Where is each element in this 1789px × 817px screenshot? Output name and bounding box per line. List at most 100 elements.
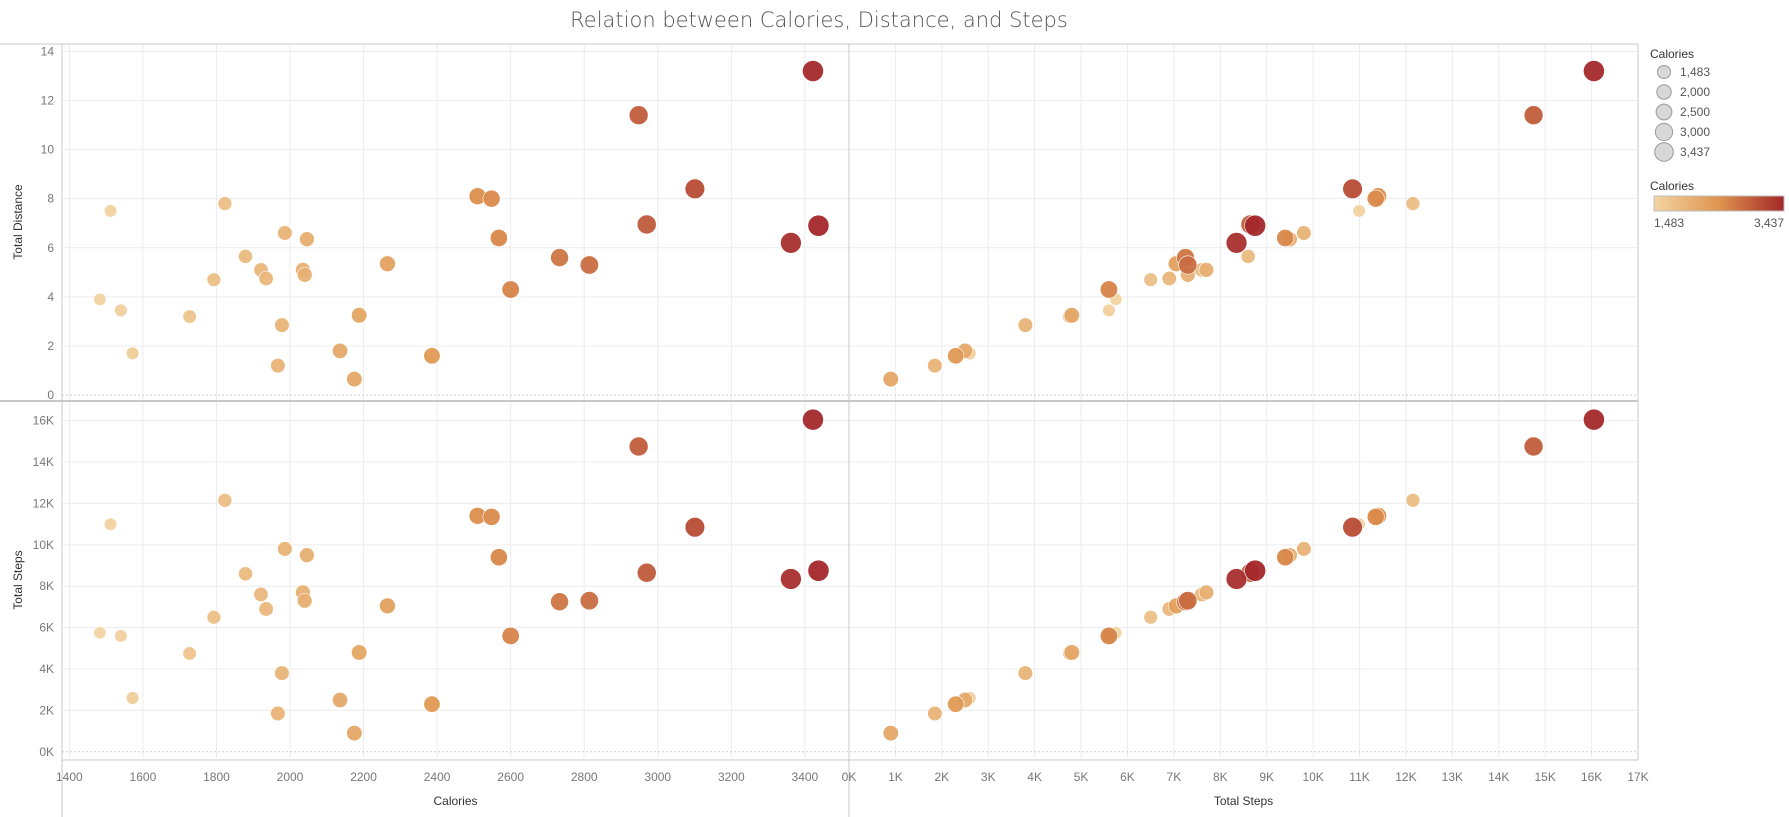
scatter-point[interactable] [423,347,441,365]
scatter-point[interactable] [1342,178,1363,199]
scatter-point[interactable] [351,307,368,324]
scatter-point[interactable] [927,705,943,722]
scatter-point[interactable] [1198,262,1215,278]
scatter-point[interactable] [351,644,368,661]
scatter-point[interactable] [1099,280,1118,299]
scatter-point[interactable] [550,248,569,267]
scatter-point[interactable] [1296,541,1312,557]
scatter-point[interactable] [802,408,824,431]
scatter-point[interactable] [1366,507,1385,526]
scatter-point[interactable] [550,592,569,612]
scatter-point[interactable] [947,695,965,713]
scatter-point[interactable] [1583,60,1605,82]
scatter-point[interactable] [780,232,802,254]
scatter-point[interactable] [182,646,197,661]
scatter-point[interactable] [1178,591,1198,611]
scatter-point[interactable] [182,309,197,324]
scatter-point[interactable] [1063,644,1080,661]
scatter-point[interactable] [238,566,253,582]
scatter-point[interactable] [1063,307,1080,324]
scatter-point[interactable] [882,725,899,742]
scatter-point[interactable] [684,517,706,538]
scatter-point[interactable] [114,629,128,643]
scatter-point[interactable] [217,493,233,508]
scatter-point[interactable] [1276,548,1295,567]
scatter-point[interactable] [482,507,501,526]
scatter-point[interactable] [628,436,649,457]
scatter-point[interactable] [114,303,128,318]
scatter-point[interactable] [238,248,253,264]
scatter-point[interactable] [379,255,396,272]
scatter-point[interactable] [1352,204,1366,218]
scatter-point[interactable] [423,695,441,713]
scatter-point[interactable] [684,178,706,199]
scatter-point[interactable] [332,692,348,709]
scatter-point[interactable] [636,214,657,235]
scatter-point[interactable] [379,597,396,615]
scatter-point[interactable] [1366,189,1385,208]
scatter-point[interactable] [1583,408,1605,431]
scatter-point[interactable] [1523,105,1544,125]
scatter-point[interactable] [1240,248,1256,264]
scatter-point[interactable] [1198,584,1215,601]
scatter-point[interactable] [1523,436,1544,457]
scatter-point[interactable] [270,358,286,374]
scatter-point[interactable] [299,231,315,247]
scatter-point[interactable] [1143,610,1158,625]
scatter-point[interactable] [332,342,348,359]
scatter-point[interactable] [1276,229,1295,247]
scatter-point[interactable] [206,272,222,287]
scatter-point[interactable] [346,371,363,388]
scatter-point[interactable] [258,270,274,286]
scatter-point[interactable] [1244,214,1267,237]
scatter-point[interactable] [882,371,899,388]
scatter-point[interactable] [1143,272,1158,287]
scatter-point[interactable] [1405,493,1421,508]
scatter-point[interactable] [296,592,313,609]
scatter-point[interactable] [579,255,599,275]
scatter-point[interactable] [93,626,107,640]
scatter-point[interactable] [1244,559,1267,582]
scatter-point[interactable] [270,705,286,722]
scatter-point[interactable] [1296,225,1312,241]
scatter-point[interactable] [277,541,293,557]
scatter-point[interactable] [258,601,274,617]
scatter-point[interactable] [947,347,965,365]
scatter-point[interactable] [277,225,293,241]
scatter-point[interactable] [296,267,313,283]
scatter-point[interactable] [579,591,599,611]
scatter-point[interactable] [1178,255,1198,275]
scatter-point[interactable] [1225,232,1248,254]
scatter-point[interactable] [1161,270,1177,286]
scatter-point[interactable] [628,105,649,125]
scatter-point[interactable] [780,568,802,590]
scatter-point[interactable] [807,214,830,237]
scatter-point[interactable] [501,280,520,299]
scatter-point[interactable] [802,60,824,82]
scatter-point[interactable] [274,665,290,681]
scatter-point[interactable] [1342,517,1363,538]
scatter-point[interactable] [1225,568,1248,590]
scatter-point[interactable] [274,317,290,333]
scatter-point[interactable] [253,587,269,602]
scatter-point[interactable] [927,358,943,374]
scatter-point[interactable] [93,292,107,306]
scatter-point[interactable] [299,547,315,563]
scatter-point[interactable] [346,725,363,742]
scatter-point[interactable] [636,562,657,583]
scatter-point[interactable] [1099,626,1118,645]
scatter-point[interactable] [807,559,830,582]
scatter-point[interactable] [501,626,520,645]
scatter-point[interactable] [1017,665,1033,681]
scatter-point[interactable] [125,691,140,705]
scatter-point[interactable] [206,610,222,625]
scatter-point[interactable] [103,204,118,218]
scatter-point[interactable] [482,189,501,208]
scatter-point[interactable] [1017,317,1033,333]
scatter-point[interactable] [489,229,508,247]
scatter-point[interactable] [1405,196,1421,211]
scatter-point[interactable] [217,196,233,211]
scatter-point[interactable] [489,548,508,567]
scatter-point[interactable] [1102,303,1116,318]
scatter-point[interactable] [103,517,118,531]
